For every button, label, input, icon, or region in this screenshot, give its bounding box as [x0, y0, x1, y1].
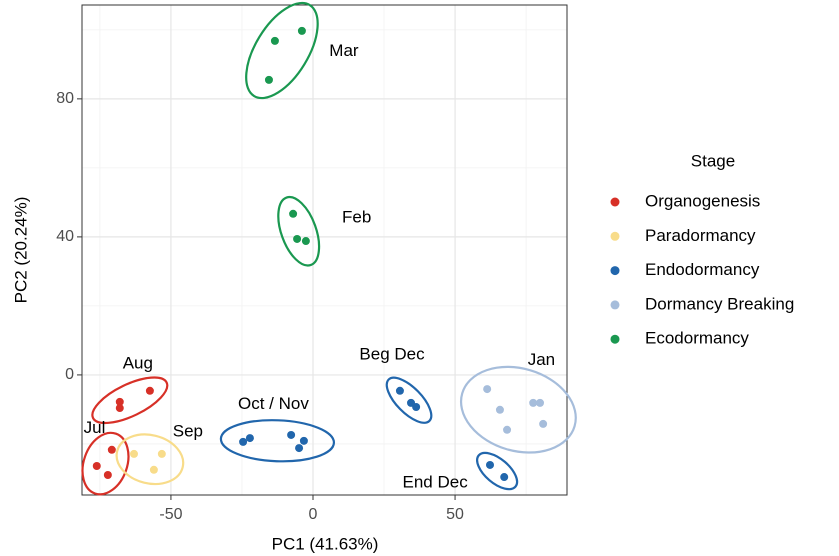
- x-axis-title: PC1 (41.63%): [272, 534, 379, 553]
- point: [287, 430, 296, 439]
- legend-label: Endodormancy: [645, 260, 760, 279]
- point: [115, 404, 124, 413]
- point: [539, 419, 548, 428]
- group-ellipse: [245, 1, 319, 100]
- point: [500, 473, 509, 482]
- y-tick-label: 0: [65, 366, 74, 383]
- group-ellipse: [277, 195, 321, 267]
- point: [103, 470, 112, 479]
- y-axis-title: PC2 (20.24%): [11, 197, 30, 304]
- point: [301, 237, 310, 246]
- point: [495, 405, 504, 414]
- group-label: Jan: [528, 350, 555, 369]
- point: [115, 397, 124, 406]
- group-ellipse: [81, 431, 130, 496]
- x-tick-label: 0: [309, 506, 318, 523]
- legend-label: Ecodormancy: [645, 329, 749, 348]
- group-label: Oct / Nov: [238, 394, 309, 413]
- legend-marker: [610, 197, 620, 207]
- point: [295, 444, 304, 453]
- legend-marker: [610, 300, 620, 310]
- y-tick-label: 40: [56, 228, 74, 245]
- group-label: Beg Dec: [359, 345, 425, 364]
- y-tick-label: 80: [56, 90, 74, 107]
- point: [412, 403, 421, 412]
- group-ellipse: [459, 365, 577, 454]
- legend-label: Paradormancy: [645, 226, 756, 245]
- x-tick-label: 50: [446, 506, 464, 523]
- point: [293, 234, 302, 243]
- point: [129, 449, 138, 458]
- group-ellipse: [91, 376, 169, 425]
- legend-label: Organogenesis: [645, 191, 760, 210]
- legend-label: Dormancy Breaking: [645, 294, 794, 313]
- group-ellipse: [476, 451, 519, 491]
- plot-border: [81, 4, 568, 496]
- point: [264, 75, 273, 84]
- group-ellipse: [115, 433, 185, 486]
- x-tick-label: -50: [159, 506, 182, 523]
- point: [149, 465, 158, 474]
- point: [529, 398, 538, 407]
- group-label: Sep: [173, 422, 203, 441]
- group-label: Aug: [123, 354, 153, 373]
- point: [157, 449, 166, 458]
- plot-background: [82, 5, 567, 495]
- group-label: Mar: [329, 41, 359, 60]
- point: [299, 436, 308, 445]
- point: [92, 462, 101, 471]
- point: [297, 26, 306, 35]
- group-label: Feb: [342, 208, 371, 227]
- legend-marker: [610, 231, 620, 241]
- point: [289, 209, 298, 218]
- group-ellipse: [219, 419, 336, 463]
- point: [486, 460, 495, 469]
- point: [239, 437, 248, 446]
- group-ellipse: [385, 376, 433, 424]
- point: [270, 36, 279, 45]
- legend-marker: [610, 266, 620, 276]
- group-label: End Dec: [403, 473, 469, 492]
- point: [395, 386, 404, 395]
- group-label: Jul: [84, 418, 106, 437]
- point: [245, 434, 254, 443]
- legend-title: Stage: [691, 151, 735, 170]
- point: [107, 445, 116, 454]
- point: [145, 386, 154, 395]
- point: [483, 385, 492, 394]
- point: [503, 425, 512, 434]
- point: [536, 398, 545, 407]
- legend-marker: [610, 334, 620, 344]
